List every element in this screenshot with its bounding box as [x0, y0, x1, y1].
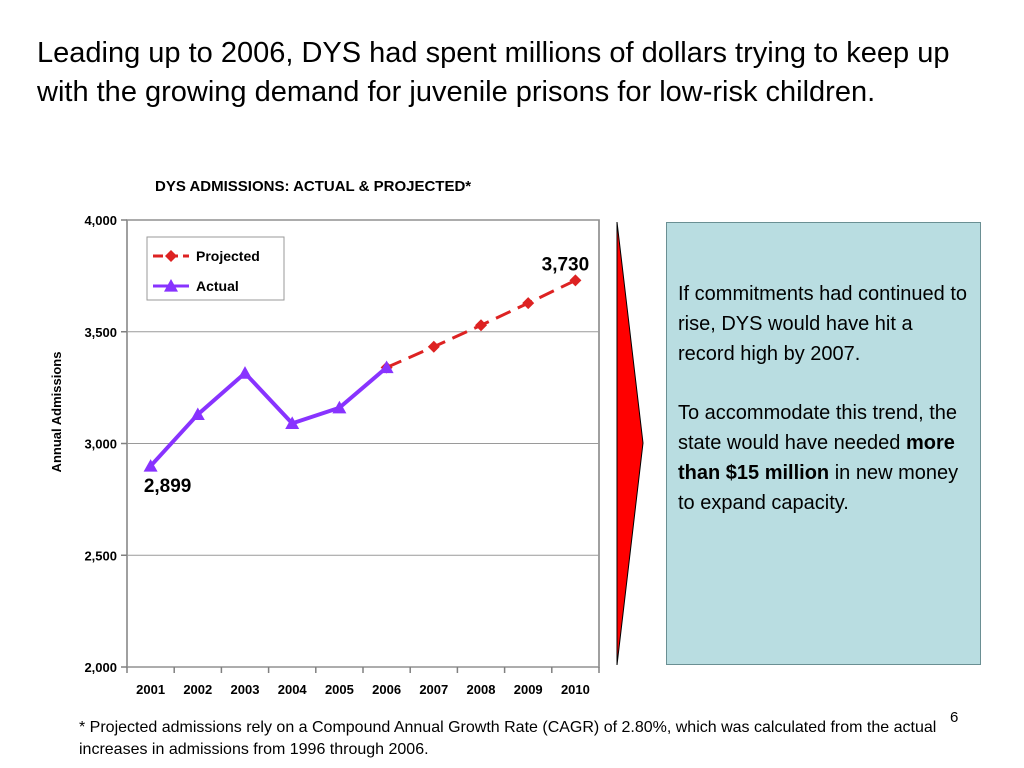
- x-tick-label: 2005: [325, 682, 354, 697]
- callout-cost-tail: in new money to expand capacity.: [678, 462, 959, 514]
- data-label: 3,730: [542, 254, 590, 275]
- x-tick-label: 2002: [183, 682, 212, 697]
- actual-data-point: [238, 366, 252, 379]
- slide-number: 6: [950, 709, 959, 726]
- y-axis-label: Annual Admissions: [49, 352, 64, 473]
- y-tick-label: 4,000: [84, 213, 117, 228]
- data-label: 2,899: [144, 476, 192, 497]
- y-tick-label: 2,000: [84, 660, 117, 675]
- projected-data-point: [475, 319, 487, 332]
- x-tick-label: 2006: [372, 682, 401, 697]
- callout-cost-amount: more than $15 million: [678, 432, 955, 484]
- actual-data-point: [190, 407, 205, 421]
- projected-data-point: [569, 274, 582, 287]
- x-tick-label: 2001: [136, 682, 165, 697]
- callout-cost-lead: To accommodate this trend, the state wou…: [678, 402, 958, 454]
- actual-legend-label: Actual: [196, 278, 239, 294]
- callout-box: If commitments had continued to rise, DY…: [666, 222, 981, 665]
- x-tick-label: 2003: [231, 682, 260, 697]
- slide-headline: Leading up to 2006, DYS had spent millio…: [37, 37, 950, 108]
- y-tick-label: 2,500: [84, 548, 117, 563]
- actual-data-point: [143, 459, 158, 472]
- actual-data-point: [285, 416, 300, 429]
- callout-arrow: [616, 221, 644, 666]
- projected-legend-marker: [165, 250, 177, 262]
- x-tick-label: 2007: [419, 682, 448, 697]
- callout-text-cost: To accommodate this trend, the state wou…: [678, 398, 970, 518]
- actual-data-point: [332, 400, 347, 414]
- chart-title: DYS ADMISSIONS: ACTUAL & PROJECTED*: [155, 178, 472, 195]
- projected-data-point: [522, 297, 535, 310]
- x-tick-label: 2009: [514, 682, 543, 697]
- callout-text-record-high: If commitments had continued to rise, DY…: [678, 283, 968, 365]
- x-tick-label: 2004: [278, 682, 308, 697]
- y-tick-label: 3,500: [84, 325, 117, 340]
- x-tick-label: 2010: [561, 682, 590, 697]
- x-tick-label: 2008: [467, 682, 496, 697]
- chart-legend: Projected Actual: [146, 236, 285, 301]
- projected-legend-label: Projected: [196, 248, 260, 264]
- projected-data-point: [427, 340, 440, 353]
- y-tick-label: 3,000: [84, 437, 117, 452]
- footnote: * Projected admissions rely on a Compoun…: [79, 719, 937, 758]
- actual-data-point: [379, 360, 394, 374]
- actual-legend-marker: [164, 279, 178, 292]
- actual-series-line: [149, 365, 388, 468]
